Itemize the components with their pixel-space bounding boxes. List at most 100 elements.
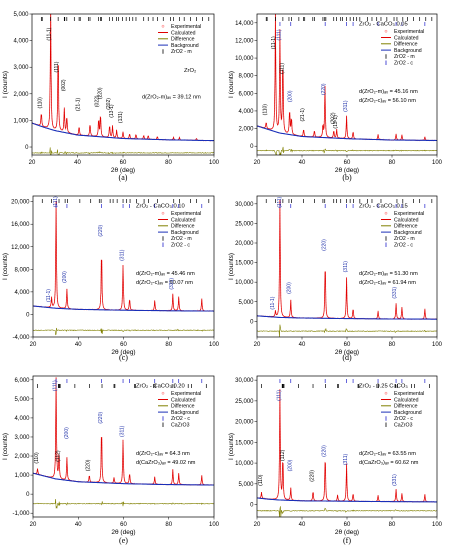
y-tick-label: 15,000 [235, 261, 254, 267]
y-tick-label: 1,000 [13, 118, 29, 124]
x-tick-label: 20 [30, 522, 37, 528]
legend-entry: Background [394, 230, 422, 236]
peak-label: (200) [288, 90, 294, 102]
peak-label: (311) [343, 261, 349, 273]
chart-panel-d: 20 40 60 80 100 0 5,000 10,000 15,000 20,000 25,00… [228, 195, 443, 356]
legend-entry: ZrO2 - m [394, 236, 415, 242]
legend-entry: CaZrO3 [171, 423, 190, 429]
difference-series [257, 324, 437, 337]
plot-area [33, 200, 214, 336]
legend-entry: ZrO2 - c [394, 243, 413, 249]
chart-title: ZrO₂ - CaCO₃ 0.10 [136, 204, 185, 210]
plot-area [33, 377, 214, 509]
peak-label: (202) [106, 98, 112, 110]
x-tick-label: 60 [344, 342, 351, 348]
chart-panel-e: 20 40 60 80 100 -1,000 0 1,000 2,000 3,000 4,000 5,… [2, 375, 220, 536]
peak-label: (111) [277, 390, 283, 401]
legend-entry: ZrO2 - c [394, 61, 413, 67]
legend-entry: Experimental [171, 24, 201, 30]
difference-series [33, 327, 214, 336]
legend-entry: Calculated [394, 35, 419, 41]
chart-title: ZrO₂ - CaCO₃ 0.05 [359, 22, 408, 28]
y-tick-label: 3,000 [14, 435, 30, 441]
y-tick-label: 25,000 [235, 221, 254, 227]
y-tick-label: 30,000 [235, 202, 254, 208]
chart-title: ZrO₂ [184, 68, 196, 74]
legend-entry: ZrO2 - m [171, 49, 192, 55]
y-tick-label: 20,000 [11, 200, 30, 206]
y-tick-label: 25,000 [235, 399, 254, 405]
x-tick-label: 100 [432, 160, 443, 166]
y-tick-label: 4,000 [13, 39, 29, 45]
y-axis-label: I (counts) [2, 71, 9, 98]
x-tick-label: 20 [29, 160, 36, 166]
peak-label: (111) [54, 61, 60, 72]
x-axis-label: 2θ (deg) [111, 349, 135, 356]
x-axis-label: 2θ (deg) [335, 349, 359, 356]
background-series [33, 472, 214, 486]
y-tick-label: 2,000 [238, 127, 254, 133]
peak-label: (220) [98, 225, 104, 237]
chart-title: ZrO₂ - 0.25 CaCO₃ [359, 384, 408, 390]
peak-label: (110) [38, 97, 44, 109]
legend-swatch [161, 24, 165, 28]
legend-swatch [161, 391, 165, 395]
x-tick-label: 20 [30, 342, 37, 348]
y-axis-label: I (counts) [2, 433, 9, 460]
y-tick-label: 5,000 [14, 397, 30, 403]
peak-label: (112) [280, 449, 286, 461]
background-series [257, 497, 437, 503]
crystallite-size-annotation: d(ZrO₂-c)ₐᵥ = 64.3 nm [136, 451, 190, 457]
peak-label: (331) [392, 287, 398, 299]
peak-label: (11-1) [270, 296, 276, 309]
peak-label: (21-1) [75, 97, 81, 111]
panel-caption: (c) [119, 353, 128, 362]
y-tick-label: -4,000 [12, 335, 30, 341]
peak-label: (110) [258, 474, 264, 486]
y-tick-label: 8,000 [238, 74, 254, 80]
peak-label: (331) [169, 278, 175, 290]
y-tick-label: 30,000 [235, 378, 254, 384]
legend-entry: Experimental [171, 391, 201, 397]
y-tick-label: 12,000 [235, 38, 254, 44]
panel-caption: (f) [343, 536, 351, 545]
legend-entry: ZrO2 - c [171, 416, 190, 422]
chart-title: ZrO₂ - CaCO₃ 0.15 [359, 204, 408, 210]
legend-entry: Calculated [171, 397, 196, 403]
peak-label: (220) [321, 83, 327, 95]
y-tick-label: 3,000 [13, 65, 29, 71]
y-tick-label: 0 [25, 145, 29, 151]
background-series [32, 122, 214, 142]
peak-label: (11-1) [271, 36, 277, 49]
plot-area [32, 14, 214, 155]
peak-label: (111) [280, 63, 286, 74]
y-tick-label: 5,000 [238, 482, 254, 488]
y-tick-label: 4,000 [14, 416, 30, 422]
y-tick-label: 10,000 [235, 461, 254, 467]
peak-label: (11-1) [46, 289, 52, 302]
crystallite-size-annotation: d(ZrO₂-m)ₐᵥ = 45.16 nm [359, 89, 418, 95]
legend-entry: Background [394, 410, 422, 416]
difference-series [257, 506, 437, 517]
x-tick-label: 40 [299, 522, 306, 528]
x-tick-label: 60 [120, 160, 127, 166]
peak-label: (220) [309, 470, 315, 482]
legend-entry: Calculated [171, 217, 196, 223]
crystallite-size-annotation: d(ZrO₂-c)ₐᵥ = 56.10 nm [359, 98, 416, 104]
x-tick-label: 60 [120, 342, 127, 348]
x-tick-label: 40 [75, 342, 82, 348]
legend-swatch [384, 391, 388, 395]
background-series [257, 315, 437, 320]
x-tick-label: 80 [389, 522, 396, 528]
x-tick-label: 100 [432, 342, 443, 348]
x-tick-label: 60 [120, 522, 127, 528]
crystallite-size-annotation: d(CaZrO₃)ₐᵥ = 49.02 nm [136, 460, 196, 466]
background-series [33, 305, 214, 312]
crystallite-size-annotation: d(ZrO₂-c)ₐᵥ = 61.94 nm [359, 280, 416, 286]
difference-series [32, 147, 214, 155]
x-tick-label: 100 [209, 160, 220, 166]
x-axis-label: 2θ (deg) [111, 167, 135, 174]
legend-entry: CaZrO3 [394, 423, 413, 429]
y-tick-label: 0 [26, 312, 30, 318]
x-tick-label: 40 [299, 342, 306, 348]
